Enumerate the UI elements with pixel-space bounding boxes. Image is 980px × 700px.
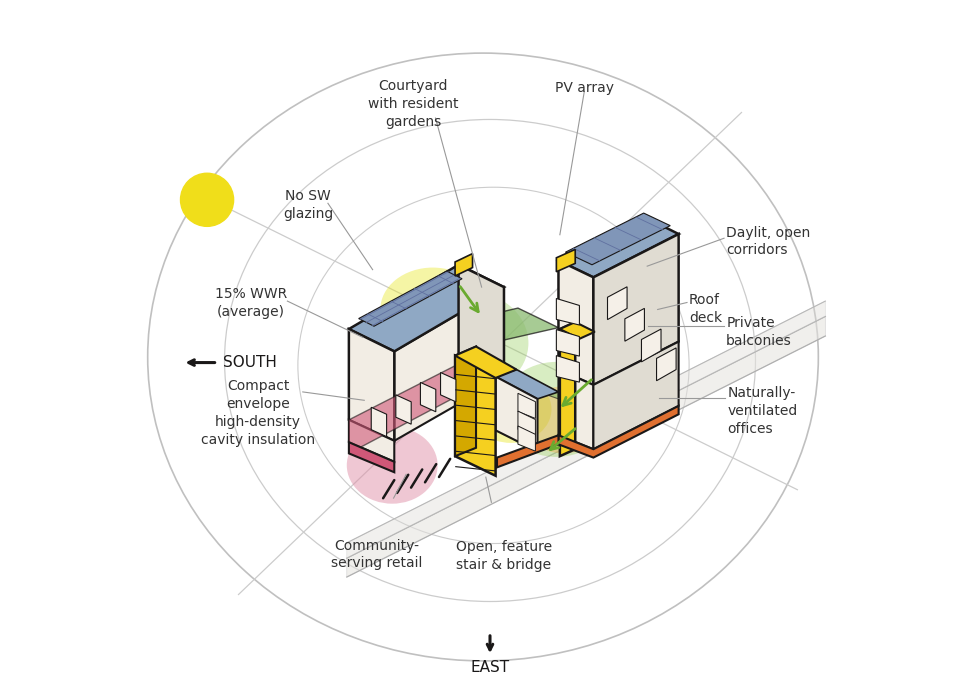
Text: Compact
envelope
high-density
cavity insulation: Compact envelope high-density cavity ins… (201, 379, 316, 447)
Polygon shape (559, 217, 678, 277)
Polygon shape (394, 287, 504, 441)
Polygon shape (565, 213, 670, 265)
Text: Daylit, open
corridors: Daylit, open corridors (726, 225, 810, 258)
Polygon shape (455, 356, 496, 476)
Polygon shape (496, 368, 559, 399)
Polygon shape (518, 393, 535, 419)
Polygon shape (560, 322, 595, 339)
Polygon shape (557, 298, 579, 325)
Polygon shape (594, 234, 678, 385)
Polygon shape (518, 426, 535, 451)
Polygon shape (559, 370, 594, 449)
Text: 15% WWR
(average): 15% WWR (average) (215, 287, 287, 319)
Polygon shape (560, 322, 575, 456)
Polygon shape (347, 316, 825, 577)
Ellipse shape (403, 290, 528, 396)
Polygon shape (496, 377, 537, 452)
Polygon shape (642, 329, 662, 362)
Polygon shape (455, 253, 472, 276)
Polygon shape (396, 395, 412, 424)
Ellipse shape (470, 376, 552, 443)
Polygon shape (371, 407, 386, 437)
Text: Private
balconies: Private balconies (726, 316, 792, 349)
Polygon shape (608, 287, 627, 320)
Ellipse shape (347, 427, 438, 504)
Polygon shape (496, 370, 559, 399)
Text: No SW
glazing: No SW glazing (283, 189, 333, 221)
Polygon shape (359, 271, 462, 326)
Polygon shape (518, 411, 535, 436)
Polygon shape (349, 442, 394, 472)
Polygon shape (459, 265, 504, 378)
Polygon shape (441, 372, 456, 402)
Polygon shape (559, 260, 594, 385)
Text: SOUTH: SOUTH (223, 355, 277, 370)
Polygon shape (455, 346, 516, 378)
Polygon shape (349, 265, 504, 351)
Text: Naturally-
ventilated
offices: Naturally- ventilated offices (727, 386, 798, 436)
Polygon shape (625, 309, 645, 341)
Text: PV array: PV array (555, 81, 613, 95)
Polygon shape (594, 342, 678, 449)
Polygon shape (455, 346, 476, 456)
Polygon shape (459, 308, 559, 342)
Ellipse shape (501, 362, 612, 457)
Polygon shape (347, 301, 825, 558)
Polygon shape (657, 348, 676, 381)
Polygon shape (557, 249, 575, 272)
Polygon shape (557, 356, 579, 382)
Polygon shape (557, 330, 579, 356)
Polygon shape (349, 420, 394, 462)
Ellipse shape (380, 267, 485, 351)
Polygon shape (420, 382, 436, 412)
Text: Courtyard
with resident
gardens: Courtyard with resident gardens (368, 79, 459, 129)
Text: Community-
serving retail: Community- serving retail (331, 538, 422, 570)
Polygon shape (349, 329, 394, 441)
Polygon shape (559, 406, 678, 458)
Text: EAST: EAST (470, 660, 510, 675)
Circle shape (180, 174, 233, 226)
Text: Open, feature
stair & bridge: Open, feature stair & bridge (456, 540, 552, 572)
Polygon shape (349, 364, 459, 454)
Text: Roof
deck: Roof deck (689, 293, 722, 325)
Polygon shape (497, 435, 559, 468)
Ellipse shape (523, 386, 604, 454)
